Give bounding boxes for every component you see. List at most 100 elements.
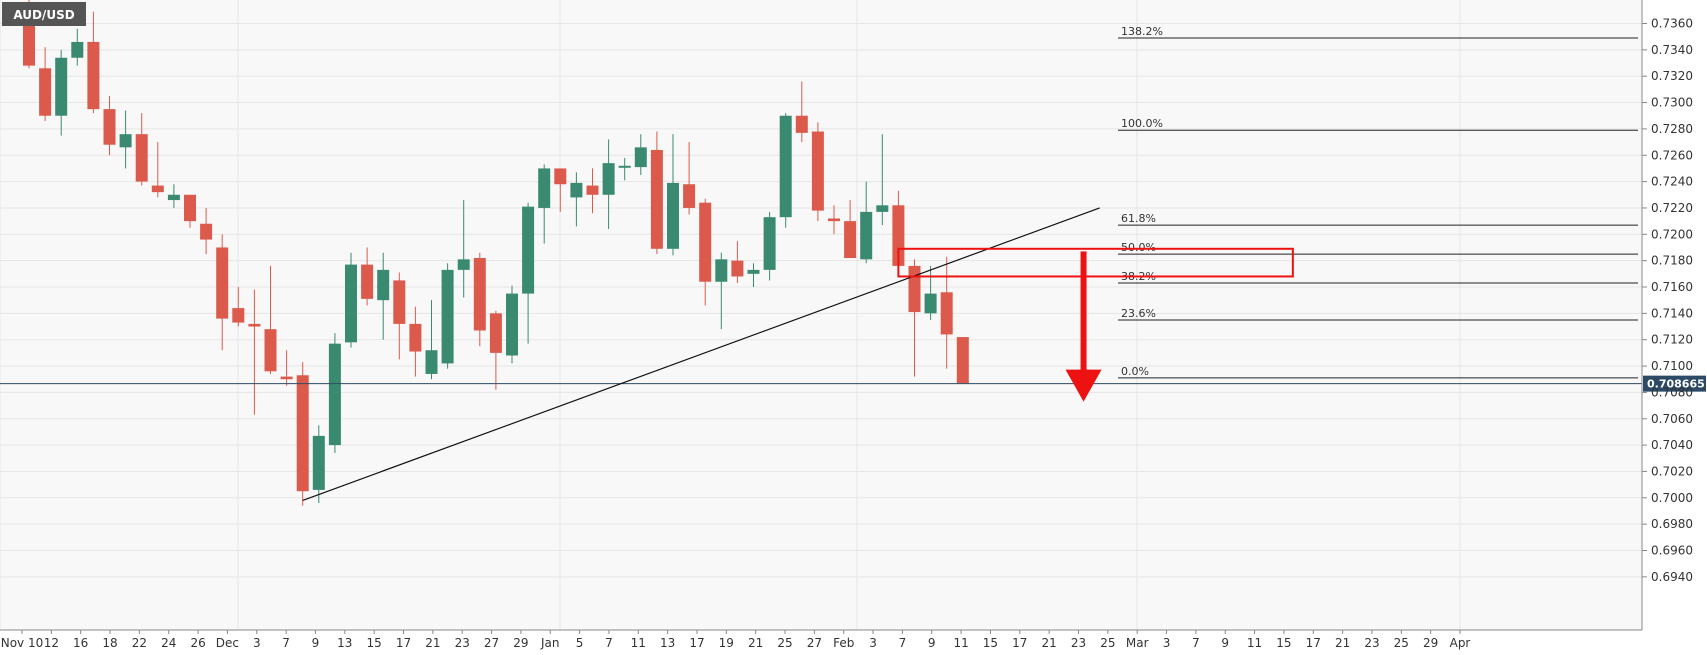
x-tick-label: 9	[928, 636, 936, 650]
x-tick-label: 23	[1364, 636, 1379, 650]
fib-level-label: 61.8%	[1121, 212, 1156, 225]
candle-body	[908, 265, 921, 313]
candle-body	[200, 223, 213, 240]
x-tick-label: Jan	[540, 636, 560, 650]
candle-body	[393, 280, 406, 324]
x-tick-label: 25	[1100, 636, 1115, 650]
symbol-label-bg	[2, 2, 86, 26]
y-tick-label: 0.7120	[1651, 333, 1693, 347]
x-tick-label: 17	[396, 636, 411, 650]
x-tick-label: 26	[190, 636, 205, 650]
candle-body	[795, 115, 808, 133]
y-tick-label: 0.7100	[1651, 359, 1693, 373]
candle-body	[860, 211, 873, 260]
x-tick-label: 3	[1163, 636, 1171, 650]
plot-area	[0, 0, 1642, 630]
x-tick-label: Feb	[833, 636, 854, 650]
y-tick-label: 0.6960	[1651, 544, 1693, 558]
candle-body	[876, 205, 889, 212]
candle-body	[55, 57, 68, 116]
y-tick-label: 0.6980	[1651, 517, 1693, 531]
candle-body	[683, 184, 696, 208]
x-tick-label: 13	[660, 636, 675, 650]
candle-body	[377, 269, 390, 301]
y-tick-label: 0.7080	[1651, 385, 1693, 399]
y-tick-label: 0.7060	[1651, 412, 1693, 426]
candle-body	[570, 182, 583, 198]
candle-body	[312, 435, 325, 490]
candle-body	[844, 221, 857, 259]
x-tick-label: 7	[1192, 636, 1200, 650]
candle-body	[667, 182, 679, 249]
fib-level-label: 50.0%	[1121, 241, 1156, 254]
x-tick-label: 23	[1071, 636, 1086, 650]
candles	[23, 0, 969, 506]
candle-body	[956, 337, 969, 384]
x-tick-label: Mar	[1126, 636, 1149, 650]
x-tick-label: 7	[282, 636, 290, 650]
fibonacci-levels: 138.2%100.0%61.8%50.0%38.2%23.6%0.0%	[1118, 25, 1638, 379]
candle-body	[924, 293, 937, 314]
y-tick-label: 0.7020	[1651, 464, 1693, 478]
x-tick-label: Nov 10	[1, 636, 44, 650]
x-tick-label: 7	[899, 636, 907, 650]
overlays: 0.708665	[0, 207, 1706, 501]
y-tick-label: 0.7200	[1651, 227, 1693, 241]
x-tick-label: 3	[253, 636, 261, 650]
fib-level-label: 23.6%	[1121, 307, 1156, 320]
fib-level-label: 100.0%	[1121, 117, 1163, 130]
candle-body	[232, 308, 245, 323]
candle-body	[586, 185, 599, 195]
candle-body	[489, 313, 502, 353]
candle-body	[554, 168, 567, 185]
x-tick-label: 5	[576, 636, 584, 650]
fib-level-label: 0.0%	[1121, 365, 1149, 378]
x-tick-label: 23	[455, 636, 470, 650]
candle-body	[828, 218, 840, 222]
x-tick-label: 7	[605, 636, 613, 650]
x-tick-label: 9	[1221, 636, 1229, 650]
candle-body	[779, 115, 792, 218]
candle-body	[409, 323, 422, 352]
x-tick-label: 29	[513, 636, 528, 650]
candle-body	[361, 264, 374, 299]
x-tick-label: 15	[983, 636, 998, 650]
candle-body	[763, 217, 776, 270]
symbol-label: AUD/USD	[13, 8, 74, 22]
x-tick-label: 25	[1394, 636, 1409, 650]
candle-body	[473, 258, 486, 331]
candle-body	[892, 205, 905, 266]
x-tick-label: 25	[777, 636, 792, 650]
x-tick-label: Apr	[1450, 636, 1471, 650]
candle-body	[103, 109, 116, 145]
resistance-zone-box	[897, 247, 1294, 278]
y-tick-label: 0.7260	[1651, 148, 1693, 162]
trendline	[302, 207, 1100, 501]
symbol-label-box: AUD/USD	[2, 2, 86, 26]
x-tick-label: 12	[44, 636, 59, 650]
candle-body	[699, 202, 712, 282]
candle-body	[264, 329, 277, 372]
candle-body	[425, 350, 438, 374]
current-price-tag	[1643, 375, 1706, 392]
x-tick-label: 15	[1276, 636, 1291, 650]
y-tick-label: 0.7160	[1651, 280, 1693, 294]
x-tick-label: 11	[631, 636, 646, 650]
y-tick-label: 0.7140	[1651, 306, 1693, 320]
x-tick-label: 21	[1042, 636, 1057, 650]
x-tick-label: Dec	[216, 636, 239, 650]
x-tick-label: 24	[161, 636, 176, 650]
candle-body	[715, 259, 728, 282]
y-tick-label: 0.7000	[1651, 491, 1693, 505]
candle-body	[441, 269, 454, 364]
x-tick-label: 21	[425, 636, 440, 650]
x-tick-label: 13	[337, 636, 352, 650]
x-tick-label: 27	[484, 636, 499, 650]
x-tick-label: 18	[102, 636, 117, 650]
candle-body	[345, 264, 357, 343]
x-tick-label: 17	[689, 636, 704, 650]
candle-body	[280, 376, 293, 380]
candle-body	[602, 163, 615, 195]
y-tick-label: 0.7220	[1651, 201, 1693, 215]
